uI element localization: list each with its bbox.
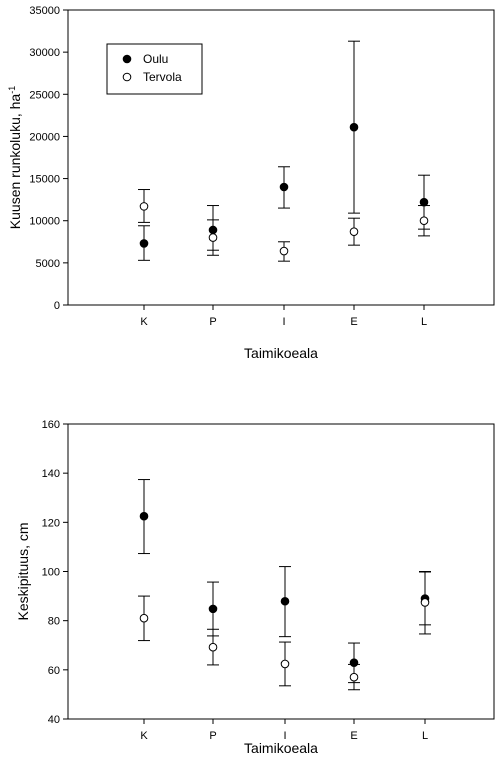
- x-tick-label: P: [209, 316, 216, 328]
- legend-label: Oulu: [143, 52, 168, 66]
- y-tick-label: 0: [54, 300, 60, 312]
- y-tick-label: 120: [42, 517, 60, 529]
- data-point: [139, 511, 149, 521]
- y-tick-label: 20000: [29, 131, 60, 143]
- y-tick-label: 35000: [29, 5, 60, 17]
- x-tick-label: L: [421, 316, 427, 328]
- x-tick-label: I: [283, 730, 286, 742]
- data-point: [349, 672, 359, 682]
- data-point: [139, 202, 149, 211]
- legend-label: Tervola: [143, 70, 182, 84]
- y-tick-label: 160: [42, 419, 60, 431]
- y-tick-label: 30000: [29, 47, 60, 59]
- y-tick-label: 5000: [36, 258, 60, 270]
- x-axis-title: Taimikoeala: [244, 345, 318, 361]
- data-point: [419, 216, 429, 226]
- legend-box: [106, 43, 203, 95]
- legend-marker: [122, 72, 132, 82]
- y-tick-label: 100: [42, 567, 60, 579]
- x-tick-label: P: [209, 730, 216, 742]
- chart-panel-2: 40 60 80 100 120 140 160 K P I E L Taimikoeala Keskip…: [15, 419, 495, 756]
- series-tervola: [138, 571, 431, 691]
- x-tick-label: K: [140, 316, 148, 328]
- y-tick-label: 80: [48, 616, 60, 628]
- x-tick-label: E: [350, 316, 357, 328]
- chart-panel-1: 0 5000 10000 15000 20000 25000 30000 35000 K P I E L…: [7, 5, 495, 361]
- data-point: [208, 604, 218, 614]
- y-tick-label: 60: [48, 665, 60, 677]
- x-tick-label: L: [422, 730, 428, 742]
- data-point: [419, 197, 429, 207]
- legend-marker: [122, 54, 132, 64]
- data-point: [139, 239, 149, 248]
- y-tick-label: 15000: [29, 174, 60, 186]
- y-tick-label: 25000: [29, 89, 60, 101]
- data-point: [208, 642, 218, 652]
- y-axis-title-superscript: -1: [7, 86, 17, 94]
- y-axis-title: Kuusen runkoluku, ha-1: [7, 86, 23, 229]
- data-point: [208, 233, 218, 242]
- y-tick-label: 10000: [29, 216, 60, 228]
- data-point: [139, 613, 149, 623]
- x-tick-label: I: [282, 316, 285, 328]
- data-point: [280, 659, 290, 669]
- data-point: [349, 122, 359, 132]
- data-point: [280, 596, 290, 606]
- legend: Oulu Tervola: [106, 43, 203, 95]
- y-axis-title: Keskipituus, cm: [15, 522, 31, 620]
- x-tick-label: E: [350, 730, 357, 742]
- data-point: [349, 227, 359, 236]
- data-point: [279, 182, 289, 192]
- x-axis-title: Taimikoeala: [244, 740, 318, 756]
- y-tick-label: 140: [42, 468, 60, 480]
- data-point: [279, 246, 289, 256]
- plot-frame: [67, 9, 495, 306]
- x-tick-label: K: [140, 730, 148, 742]
- data-point: [420, 598, 430, 607]
- series-tervola: [138, 189, 430, 262]
- y-tick-label: 40: [48, 714, 60, 726]
